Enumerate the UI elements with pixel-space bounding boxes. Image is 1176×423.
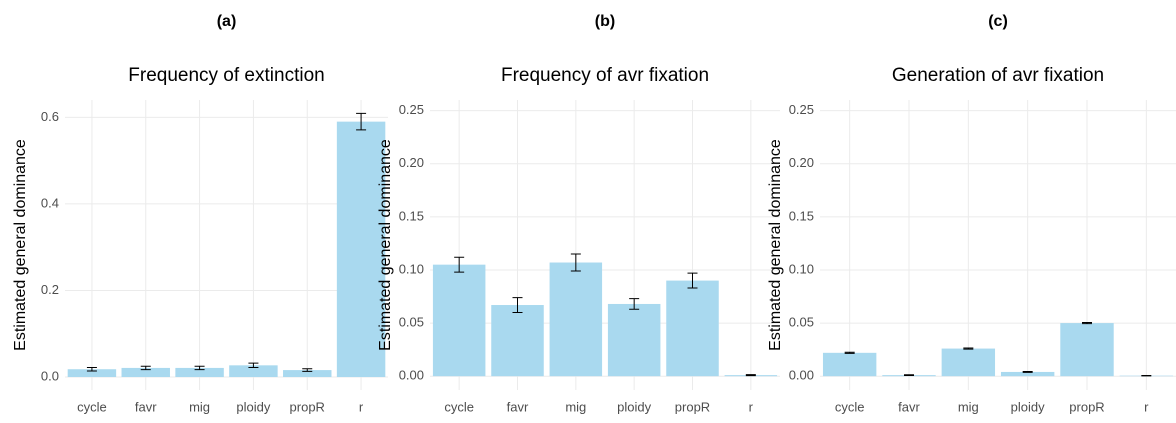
- bar: [491, 305, 544, 376]
- y-tick-label: 0.4: [41, 195, 59, 210]
- y-axis-label: Estimated general dominance: [377, 139, 394, 351]
- panel-label: (a): [217, 13, 237, 30]
- panel-label: (b): [595, 13, 615, 30]
- x-tick-label: r: [359, 399, 364, 414]
- y-tick-label: 0.25: [789, 102, 814, 117]
- bar: [666, 281, 719, 377]
- x-tick-label: mig: [958, 399, 979, 414]
- y-tick-label: 0.2: [41, 282, 59, 297]
- y-tick-label: 0.05: [399, 315, 424, 330]
- x-tick-label: propR: [675, 399, 710, 414]
- y-tick-label: 0.15: [789, 208, 814, 223]
- y-axis-label: Estimated general dominance: [12, 139, 29, 351]
- x-tick-label: r: [749, 399, 754, 414]
- bar: [823, 353, 876, 376]
- y-tick-label: 0.10: [399, 261, 424, 276]
- x-tick-label: ploidy: [617, 399, 651, 414]
- x-tick-label: cycle: [835, 399, 865, 414]
- y-tick-label: 0.15: [399, 208, 424, 223]
- bar: [1060, 323, 1113, 376]
- error-bar: [904, 375, 914, 376]
- x-tick-label: ploidy: [1011, 399, 1045, 414]
- y-tick-label: 0.20: [789, 155, 814, 170]
- chart-title: Frequency of extinction: [128, 65, 324, 86]
- x-tick-label: r: [1144, 399, 1149, 414]
- y-tick-label: 0.00: [399, 368, 424, 383]
- error-bar: [1023, 372, 1033, 373]
- y-axis-label: Estimated general dominance: [767, 139, 784, 351]
- y-tick-label: 0.0: [41, 368, 59, 383]
- error-bar: [845, 352, 855, 353]
- y-tick-label: 0.20: [399, 155, 424, 170]
- panel-label: (c): [988, 13, 1008, 30]
- y-tick-label: 0.6: [41, 109, 59, 124]
- x-tick-label: propR: [290, 399, 325, 414]
- x-tick-label: cycle: [444, 399, 474, 414]
- y-tick-label: 0.05: [789, 315, 814, 330]
- x-tick-label: favr: [135, 399, 157, 414]
- bar: [433, 265, 486, 377]
- x-tick-label: favr: [507, 399, 529, 414]
- x-tick-label: mig: [189, 399, 210, 414]
- x-tick-label: mig: [565, 399, 586, 414]
- error-bar: [963, 348, 973, 349]
- x-tick-label: cycle: [77, 399, 107, 414]
- x-tick-label: favr: [898, 399, 920, 414]
- chart-title: Frequency of avr fixation: [501, 65, 709, 86]
- bar: [942, 349, 995, 377]
- y-tick-label: 0.10: [789, 261, 814, 276]
- x-tick-label: ploidy: [236, 399, 270, 414]
- x-tick-label: propR: [1069, 399, 1104, 414]
- bar: [608, 304, 661, 376]
- y-tick-label: 0.25: [399, 102, 424, 117]
- chart-title: Generation of avr fixation: [892, 65, 1104, 86]
- bar: [550, 263, 603, 377]
- y-tick-label: 0.00: [789, 368, 814, 383]
